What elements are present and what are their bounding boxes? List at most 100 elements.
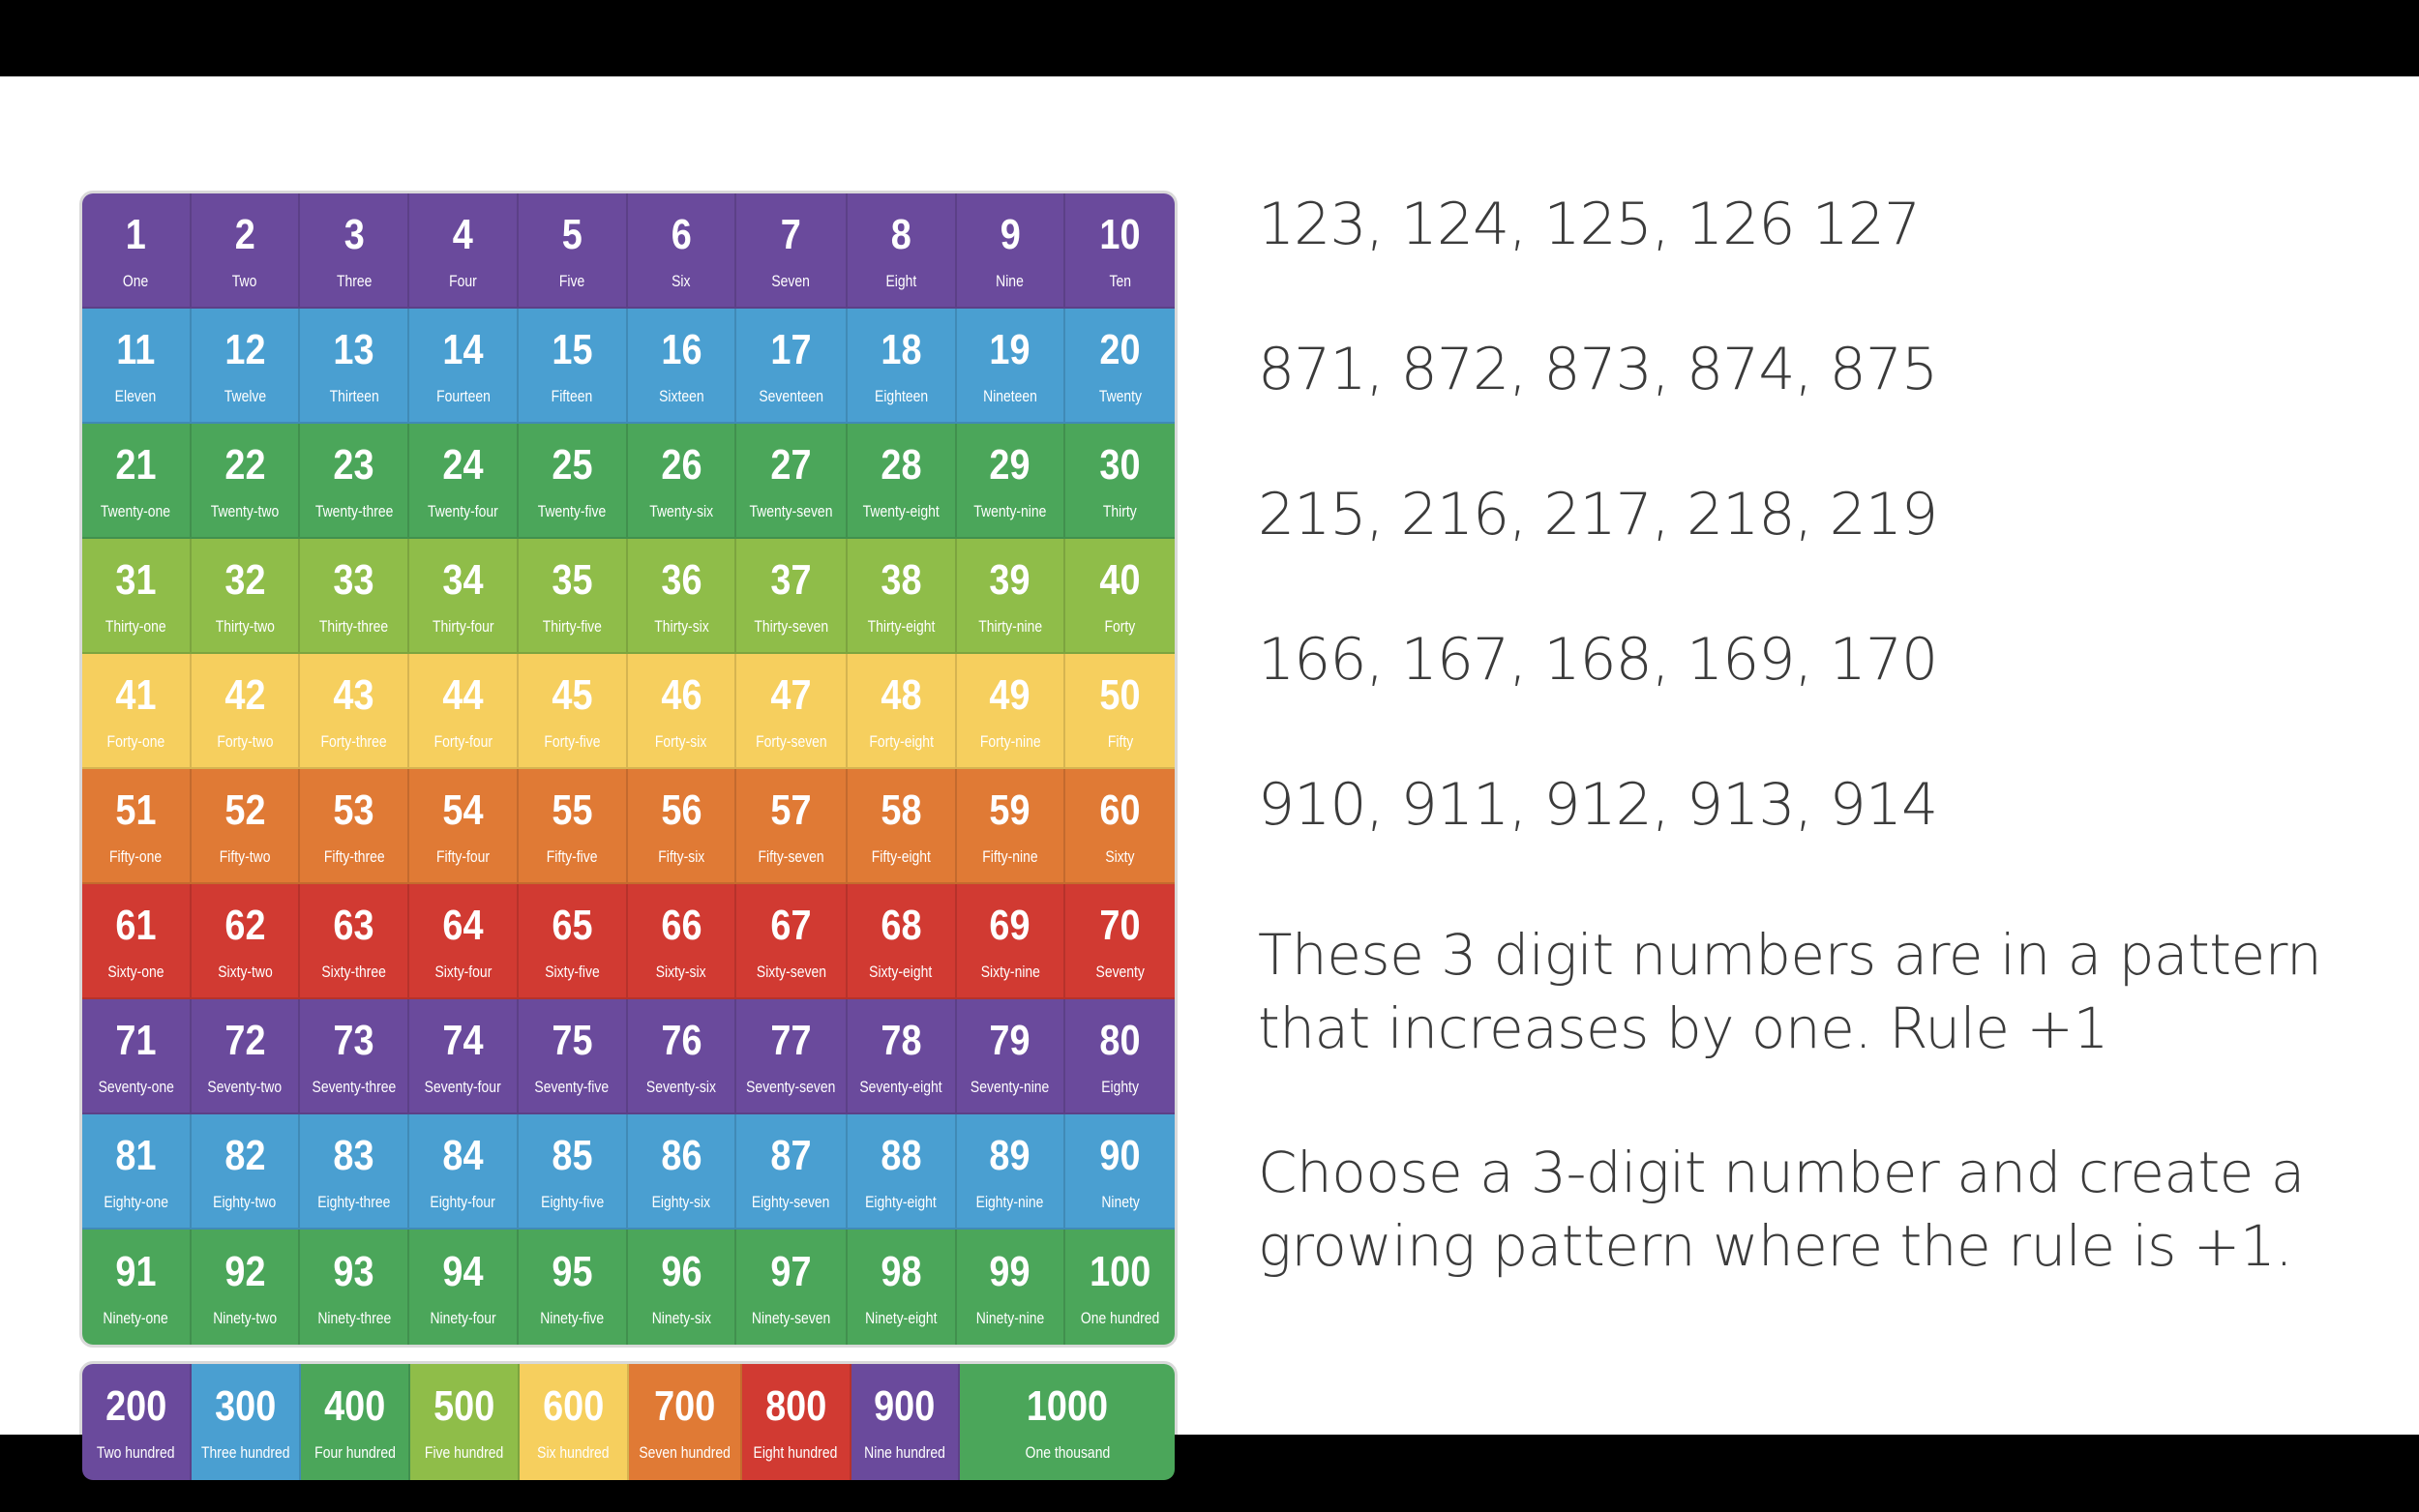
cell-word: Forty-five xyxy=(544,731,601,751)
cell-word: Forty-four xyxy=(433,731,493,751)
chart-cell-51: 51 Fifty-one xyxy=(82,769,192,884)
cell-number: 800 xyxy=(764,1382,826,1430)
cell-number: 88 xyxy=(881,1131,922,1179)
cell-word: Ninety-five xyxy=(540,1308,605,1327)
chart-cell-9: 9 Nine xyxy=(956,193,1066,309)
chart-cell-44: 44 Forty-four xyxy=(409,654,519,769)
cell-number: 18 xyxy=(881,325,922,373)
cell-word: Sixteen xyxy=(658,386,704,405)
cell-number: 60 xyxy=(1099,786,1141,834)
cell-word: Seven hundred xyxy=(638,1443,731,1462)
chart-cell-36: 36 Thirty-six xyxy=(627,539,737,654)
cell-word: Forty-two xyxy=(217,731,274,751)
cell-number: 29 xyxy=(989,440,1030,489)
cell-word: Fifty-eight xyxy=(871,846,931,866)
cell-number: 73 xyxy=(333,1016,374,1064)
cell-word: Eight xyxy=(885,271,917,290)
chart-cell-81: 81 Eighty-one xyxy=(82,1114,192,1230)
cell-number: 5 xyxy=(561,210,582,258)
cell-word: Thirty-two xyxy=(215,616,275,636)
cell-word: Twenty-eight xyxy=(862,501,940,520)
cell-number: 14 xyxy=(442,325,484,373)
chart-cell-70: 70 Seventy xyxy=(1065,884,1175,999)
cell-word: Twenty-six xyxy=(649,501,713,520)
cell-word: Twelve xyxy=(224,386,266,405)
cell-number: 90 xyxy=(1099,1131,1141,1179)
cell-word: One xyxy=(123,271,149,290)
chart-cell-1: 1 One xyxy=(82,193,192,309)
cell-word: Thirteen xyxy=(329,386,379,405)
cell-number: 40 xyxy=(1099,555,1141,604)
cell-number: 74 xyxy=(442,1016,484,1064)
cell-word: Ninety-seven xyxy=(751,1308,831,1327)
cell-number: 76 xyxy=(660,1016,702,1064)
chart-cell-2: 2 Two xyxy=(191,193,301,309)
cell-word: Ninety-one xyxy=(103,1308,169,1327)
cell-number: 72 xyxy=(224,1016,266,1064)
cell-number: 62 xyxy=(224,901,266,949)
cell-number: 30 xyxy=(1099,440,1141,489)
chart-cell-84: 84 Eighty-four xyxy=(409,1114,519,1230)
cell-word: Sixty-nine xyxy=(980,962,1040,981)
cell-word: Forty xyxy=(1104,616,1136,636)
cell-number: 55 xyxy=(552,786,593,834)
cell-word: Seventy-two xyxy=(207,1077,283,1096)
cell-number: 1 xyxy=(125,210,146,258)
cell-word: Forty-three xyxy=(320,731,387,751)
cell-word: Seventy-eight xyxy=(859,1077,942,1096)
cell-number: 600 xyxy=(542,1382,604,1430)
cell-word: Sixty-one xyxy=(107,962,164,981)
chart-cell-95: 95 Ninety-five xyxy=(518,1230,628,1345)
cell-word: Sixty-seven xyxy=(756,962,826,981)
cell-word: Sixty-four xyxy=(434,962,492,981)
cell-word: Two hundred xyxy=(97,1443,175,1462)
cell-number: 78 xyxy=(881,1016,922,1064)
cell-word: Sixty-three xyxy=(321,962,387,981)
cell-number: 26 xyxy=(660,440,702,489)
chart-cell-79: 79 Seventy-nine xyxy=(956,999,1066,1114)
cell-word: Sixty-five xyxy=(544,962,600,981)
chart-cell-3: 3 Three xyxy=(300,193,410,309)
chart-cell-64: 64 Sixty-four xyxy=(409,884,519,999)
task-instruction: Choose a 3-digit number and create a gro… xyxy=(1258,1140,2305,1279)
cell-number: 92 xyxy=(224,1247,266,1295)
cell-word: One hundred xyxy=(1080,1308,1160,1327)
chart-cell-13: 13 Thirteen xyxy=(300,309,410,424)
chart-cell-24: 24 Twenty-four xyxy=(409,424,519,539)
chart-cell-54: 54 Fifty-four xyxy=(409,769,519,884)
cell-word: Six xyxy=(672,271,691,290)
chart-cell-63: 63 Sixty-three xyxy=(300,884,410,999)
cell-number: 19 xyxy=(989,325,1030,373)
chart-cell-80: 80 Eighty xyxy=(1065,999,1175,1114)
cell-word: Nine xyxy=(996,271,1025,290)
chart-cell-23: 23 Twenty-three xyxy=(300,424,410,539)
cell-word: Ninety-four xyxy=(430,1308,496,1327)
cell-word: Eleven xyxy=(115,386,157,405)
cell-number: 500 xyxy=(433,1382,495,1430)
cell-number: 54 xyxy=(442,786,484,834)
cell-number: 58 xyxy=(881,786,922,834)
cell-word: Eighty-five xyxy=(540,1192,604,1211)
cell-word: Forty-one xyxy=(106,731,165,751)
cell-word: Thirty-eight xyxy=(867,616,936,636)
chart-cell-19: 19 Nineteen xyxy=(956,309,1066,424)
chart-cell-49: 49 Forty-nine xyxy=(956,654,1066,769)
cell-number: 52 xyxy=(224,786,266,834)
chart-cell-34: 34 Thirty-four xyxy=(409,539,519,654)
chart-cell-55: 55 Fifty-five xyxy=(518,769,628,884)
chart-cell-8: 8 Eight xyxy=(847,193,957,309)
chart-cell-21: 21 Twenty-one xyxy=(82,424,192,539)
cell-number: 75 xyxy=(552,1016,593,1064)
cell-word: Twenty-nine xyxy=(973,501,1047,520)
chart-cell-99: 99 Ninety-nine xyxy=(956,1230,1066,1345)
cell-word: Seventy xyxy=(1095,962,1145,981)
cell-word: Seventy-nine xyxy=(971,1077,1050,1096)
chart-cell-93: 93 Ninety-three xyxy=(300,1230,410,1345)
chart-cell-100: 100 One hundred xyxy=(1065,1230,1175,1345)
cell-number: 21 xyxy=(115,440,157,489)
cell-number: 10 xyxy=(1099,210,1141,258)
cell-number: 36 xyxy=(660,555,702,604)
hundreds-strip: 200 Two hundred 300 Three hundred 400 Four hu… xyxy=(79,1361,1178,1483)
cell-word: Sixty-six xyxy=(656,962,706,981)
cell-number: 700 xyxy=(653,1382,715,1430)
